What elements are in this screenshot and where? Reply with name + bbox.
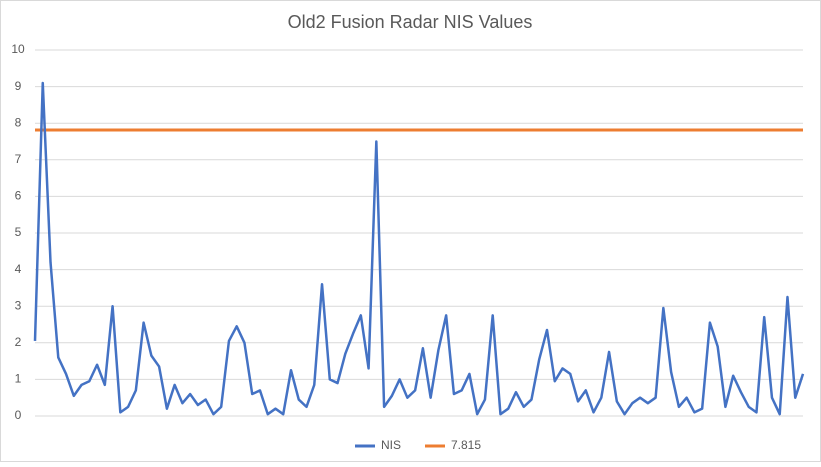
legend-label: 7.815: [451, 438, 481, 452]
y-tick-label: 0: [15, 408, 22, 422]
y-tick-label: 6: [15, 189, 22, 203]
series-line: [33, 81, 805, 416]
chart-title: Old2 Fusion Radar NIS Values: [288, 12, 533, 32]
y-tick-label: 10: [11, 42, 25, 56]
y-tick-label: 3: [15, 298, 22, 312]
y-tick-label: 5: [15, 225, 22, 239]
y-tick-label: 8: [15, 115, 22, 129]
y-tick-label: 4: [15, 262, 22, 276]
y-tick-label: 2: [15, 335, 22, 349]
y-tick-label: 1: [15, 372, 22, 386]
legend-label: NIS: [381, 438, 401, 452]
y-tick-label: 7: [15, 152, 22, 166]
y-tick-label: 9: [15, 79, 22, 93]
